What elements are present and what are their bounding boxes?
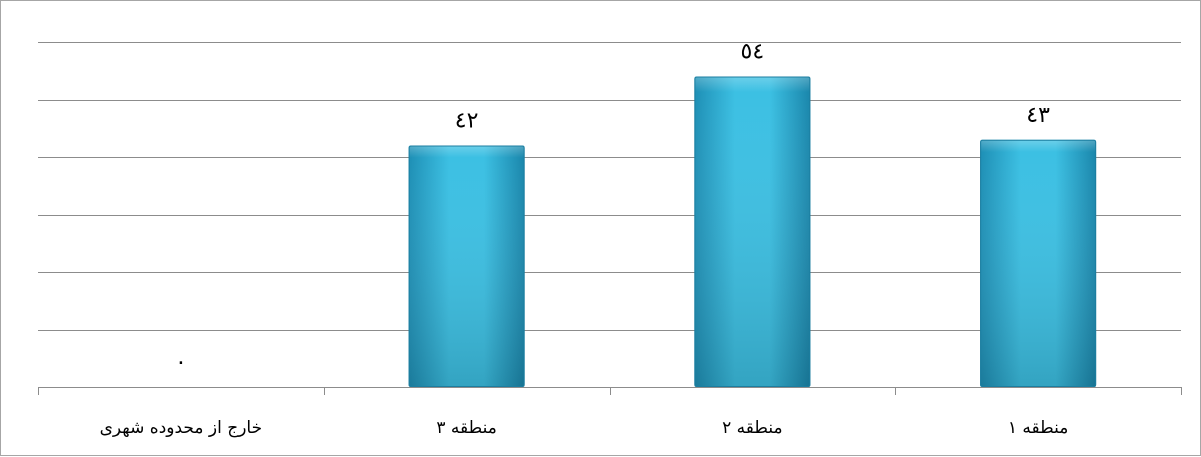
bars [408, 76, 1097, 387]
category-label: خارج از محدوده شهری [100, 418, 262, 438]
data-labels: ٤٣ ٥٤ ٤٢ ٠ [175, 40, 1050, 376]
data-label: ٥٤ [741, 40, 765, 65]
bar-outline [694, 76, 811, 387]
category-label: منطقه ۱ [1008, 418, 1068, 438]
category-labels: منطقه ۱ منطقه ۲ منطقه ۳ خارج از محدوده شهری [100, 418, 1069, 438]
bar [408, 145, 525, 387]
bar [694, 76, 811, 387]
bar [980, 139, 1097, 387]
bar-outline [408, 145, 525, 387]
bar-shade [980, 139, 1097, 387]
data-label: ٤٣ [1026, 103, 1050, 128]
data-label: ٠ [175, 350, 187, 375]
data-label: ٤٢ [455, 109, 479, 134]
bar-shade [694, 76, 811, 387]
x-axis [38, 387, 1182, 395]
bar-shade [408, 145, 525, 387]
category-label: منطقه ۳ [436, 418, 496, 438]
category-label: منطقه ۲ [722, 418, 782, 438]
bar-outline [980, 139, 1097, 387]
